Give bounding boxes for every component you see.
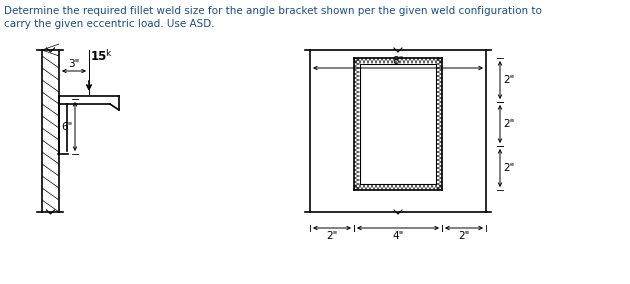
- Text: 3": 3": [68, 59, 79, 69]
- Text: 15: 15: [91, 50, 107, 63]
- Text: 8": 8": [392, 56, 404, 66]
- Text: Determine the required fillet weld size for the angle bracket shown per the give: Determine the required fillet weld size …: [4, 6, 542, 16]
- Text: k: k: [105, 49, 110, 58]
- Text: 2": 2": [503, 119, 514, 129]
- Text: 4": 4": [392, 231, 404, 241]
- Text: 2": 2": [326, 231, 338, 241]
- Text: 2": 2": [458, 231, 470, 241]
- Text: carry the given eccentric load. Use ASD.: carry the given eccentric load. Use ASD.: [4, 19, 215, 29]
- Text: 6": 6": [62, 122, 73, 131]
- Text: 2": 2": [503, 75, 514, 85]
- Text: 2": 2": [503, 163, 514, 173]
